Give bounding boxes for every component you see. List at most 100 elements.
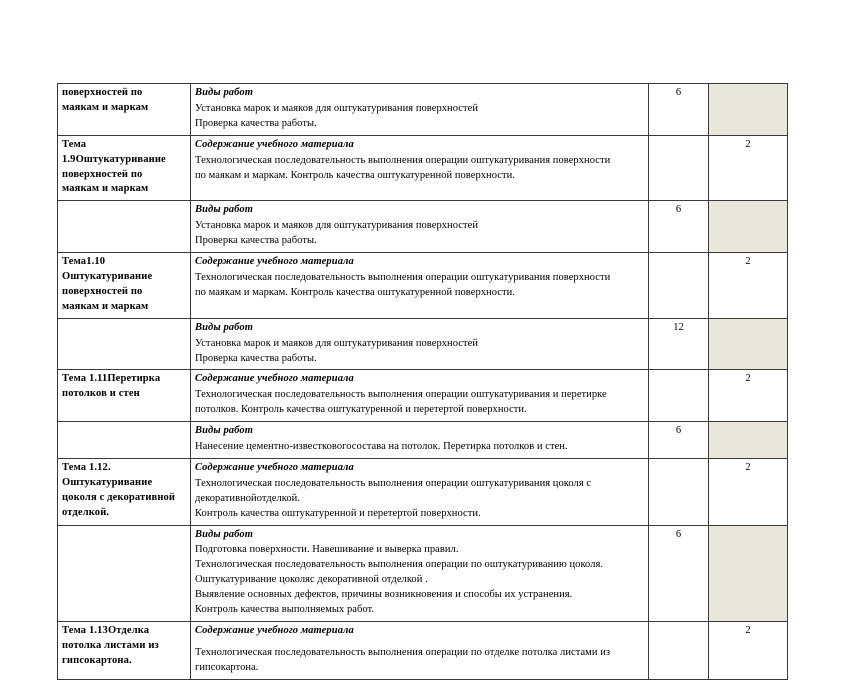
level-cell: 2 [708, 621, 788, 680]
hours-cell [648, 252, 709, 319]
content-cell-header: Содержание учебного материала [195, 138, 354, 150]
theme-line: потолка листами из [62, 639, 159, 651]
hours-cell: 6 [648, 200, 709, 254]
content-line: Технологическая последовательность выпол… [195, 389, 607, 401]
level-cell [708, 317, 788, 371]
content-line: Проверка качества работы. [195, 117, 317, 129]
table-row: Виды работ Подготовка поверхности. Навеши… [57, 524, 788, 623]
content-line: Установка марок и маяков для оштукатурив… [195, 337, 479, 349]
theme-cell: Тема 1.11Перетирка потолков и стен [57, 369, 191, 423]
content-line: Установка марок и маяков для оштукатурив… [195, 220, 479, 232]
theme-line: цоколя с декоративной [62, 491, 176, 503]
theme-line: Тема 1.12. [62, 461, 111, 473]
content-line: Оштукатуривание цоколяс декоративной отд… [195, 574, 428, 586]
theme-line: Тема 1.13Отделка [62, 625, 150, 636]
content-line: Установка марок и маяков для оштукатурив… [195, 102, 479, 114]
content-cell: Содержание учебного материала Технологиче… [190, 369, 649, 423]
theme-cell: Тема 1.12. Оштукатуривание цоколя с декора… [57, 457, 191, 526]
hours-cell: 12 [648, 317, 709, 371]
content-line: декоративнойотделкой. [195, 492, 301, 504]
theme-line: маякам и маркам [62, 183, 149, 195]
theme-line: отделкой. [62, 506, 110, 518]
content-cell: Виды работ Установка марок и маяков для о… [190, 83, 649, 136]
level-cell: 2 [708, 252, 788, 319]
theme-line: Оштукатуривание [62, 270, 153, 282]
table-row: Виды работ Установка марок и маяков для о… [57, 200, 788, 254]
level-cell: 2 [708, 369, 788, 423]
content-line: потолков. Контроль качества оштукатуренн… [195, 404, 527, 416]
theme-cell [57, 524, 191, 623]
hours-cell: 6 [648, 83, 709, 136]
theme-cell [57, 421, 191, 459]
theme-line: гипсокартона. [62, 654, 132, 666]
table-row: Тема 1.11Перетирка потолков и стен Содержа… [57, 369, 788, 423]
content-line: Подготовка поверхности. Навешивание и вы… [195, 544, 459, 556]
content-line: Проверка качества работы. [195, 352, 317, 364]
theme-line: поверхностей по [62, 87, 143, 98]
level-cell [708, 200, 788, 254]
content-line: по маякам и маркам. Контроль качества ош… [195, 286, 515, 298]
content-cell: Содержание учебного материала Технологиче… [190, 134, 649, 202]
hours-cell: 6 [648, 524, 709, 623]
theme-cell: Тема 1.13Отделка потолка листами из гипсок… [57, 621, 191, 680]
content-cell: Содержание учебного материала Технологиче… [190, 252, 649, 319]
theme-line: маякам и маркам [62, 300, 149, 312]
theme-cell: поверхностей по маякам и маркам [57, 83, 191, 136]
content-line: Технологическая последовательность выпол… [195, 646, 611, 658]
level-cell: 2 [708, 134, 788, 202]
content-cell: Виды работ Подготовка поверхности. Навеши… [190, 524, 649, 623]
level-cell [708, 421, 788, 459]
content-line: Проверка качества работы. [195, 235, 317, 247]
content-line: Технологическая последовательность выпол… [195, 477, 592, 489]
content-cell-header: Содержание учебного материала [195, 373, 354, 385]
content-line: Технологическая последовательность выпол… [195, 154, 611, 166]
curriculum-table-body: поверхностей по маякам и маркам Виды работ… [57, 83, 788, 680]
content-cell: Содержание учебного материала Технологиче… [190, 457, 649, 526]
hours-cell [648, 369, 709, 423]
theme-cell: Тема 1.9Оштукатуривание поверхностей по мая… [57, 134, 191, 202]
theme-cell [57, 317, 191, 371]
level-cell [708, 83, 788, 136]
content-line: Технологическая последовательность выпол… [195, 559, 604, 571]
content-line: Нанесение цементно-известковогосостава н… [195, 441, 568, 453]
theme-line: 1.9Оштукатуривание [62, 153, 166, 165]
document-page: поверхностей по маякам и маркам Виды работ… [57, 83, 788, 680]
table-row: Виды работ Нанесение цементно-известковог… [57, 421, 788, 459]
content-cell: Виды работ Установка марок и маяков для о… [190, 200, 649, 254]
content-line: Контроль качества выполняемых работ. [195, 604, 375, 616]
theme-line: поверхностей по [62, 168, 143, 180]
theme-line: Тема 1.11Перетирка [62, 373, 161, 385]
content-cell-header: Содержание учебного материала [195, 256, 354, 268]
content-line: по маякам и маркам. Контроль качества ош… [195, 169, 515, 181]
content-cell-header: Виды работ [195, 87, 253, 98]
hours-cell [648, 457, 709, 526]
content-line: Контроль качества оштукатуренной и перет… [195, 507, 481, 519]
table-row: Тема1.10 Оштукатуривание поверхностей по ма… [57, 252, 788, 319]
theme-cell-empty [62, 424, 186, 425]
content-line: гипсокартона. [195, 661, 259, 673]
theme-cell-empty [62, 321, 186, 322]
theme-line: Тема1.10 [62, 256, 106, 268]
hours-cell: 6 [648, 421, 709, 459]
theme-line: Оштукатуривание [62, 476, 153, 488]
theme-cell-empty [62, 203, 186, 204]
theme-line: потолков и стен [62, 388, 140, 400]
content-line: Выявление основных дефектов, причины воз… [195, 589, 573, 601]
content-cell: Виды работ Установка марок и маяков для о… [190, 317, 649, 371]
hours-cell [648, 134, 709, 202]
content-cell-header: Виды работ [195, 204, 253, 216]
theme-line: маякам и маркам [62, 101, 149, 113]
table-row: Тема 1.12. Оштукатуривание цоколя с декора… [57, 457, 788, 526]
content-cell-header: Содержание учебного материала [195, 625, 354, 636]
hours-cell [648, 621, 709, 680]
level-cell: 2 [708, 457, 788, 526]
level-cell [708, 524, 788, 623]
theme-line: поверхностей по [62, 285, 143, 297]
content-cell-header: Виды работ [195, 425, 253, 437]
content-cell-header: Виды работ [195, 528, 253, 540]
table-row: Виды работ Установка марок и маяков для о… [57, 317, 788, 371]
content-cell: Виды работ Нанесение цементно-известковог… [190, 421, 649, 459]
content-cell: Содержание учебного материала Технологиче… [190, 621, 649, 680]
theme-cell: Тема1.10 Оштукатуривание поверхностей по ма… [57, 252, 191, 319]
table-row: поверхностей по маякам и маркам Виды работ… [57, 83, 788, 136]
